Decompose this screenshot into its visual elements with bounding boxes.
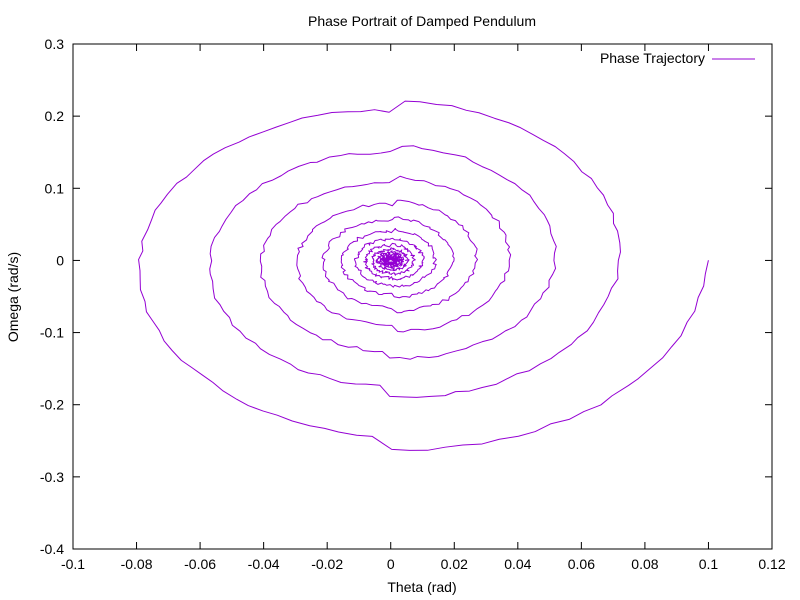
x-tick-label: -0.04 [248, 556, 280, 572]
plot-frame [72, 43, 773, 550]
y-tick-label: -0.1 [40, 325, 64, 341]
x-tick-label: 0.08 [631, 556, 658, 572]
axis-tick-labels: -0.1 -0.08 -0.06 -0.04 -0.02 0 0.02 0.04 0.06 0.0… [40, 36, 786, 572]
y-tick-label: 0.1 [45, 180, 65, 196]
y-tick-label: -0.2 [40, 397, 64, 413]
x-tick-label: -0.1 [61, 556, 85, 572]
x-tick-label: -0.06 [184, 556, 216, 572]
legend: Phase Trajectory [600, 50, 755, 66]
x-tick-label: 0 [387, 556, 395, 572]
x-tick-label: -0.08 [121, 556, 153, 572]
chart-title: Phase Portrait of Damped Pendulum [308, 13, 536, 29]
y-tick-label: 0.2 [45, 108, 65, 124]
legend-label: Phase Trajectory [600, 50, 705, 66]
y-axis-title: Omega (rad/s) [5, 252, 21, 342]
y-tick-label: -0.3 [40, 469, 64, 485]
x-tick-label: 0.12 [758, 556, 785, 572]
x-tick-label: 0.04 [504, 556, 531, 572]
y-tick-label: -0.4 [40, 541, 64, 557]
y-tick-label: 0.3 [45, 36, 65, 52]
x-axis-title: Theta (rad) [387, 579, 456, 595]
y-tick-label: 0 [56, 252, 64, 268]
x-tick-label: 0.1 [699, 556, 719, 572]
x-tick-label: 0.06 [568, 556, 595, 572]
phase-trajectory-line [138, 100, 709, 451]
x-tick-label: 0.02 [441, 556, 468, 572]
x-tick-label: -0.02 [311, 556, 343, 572]
